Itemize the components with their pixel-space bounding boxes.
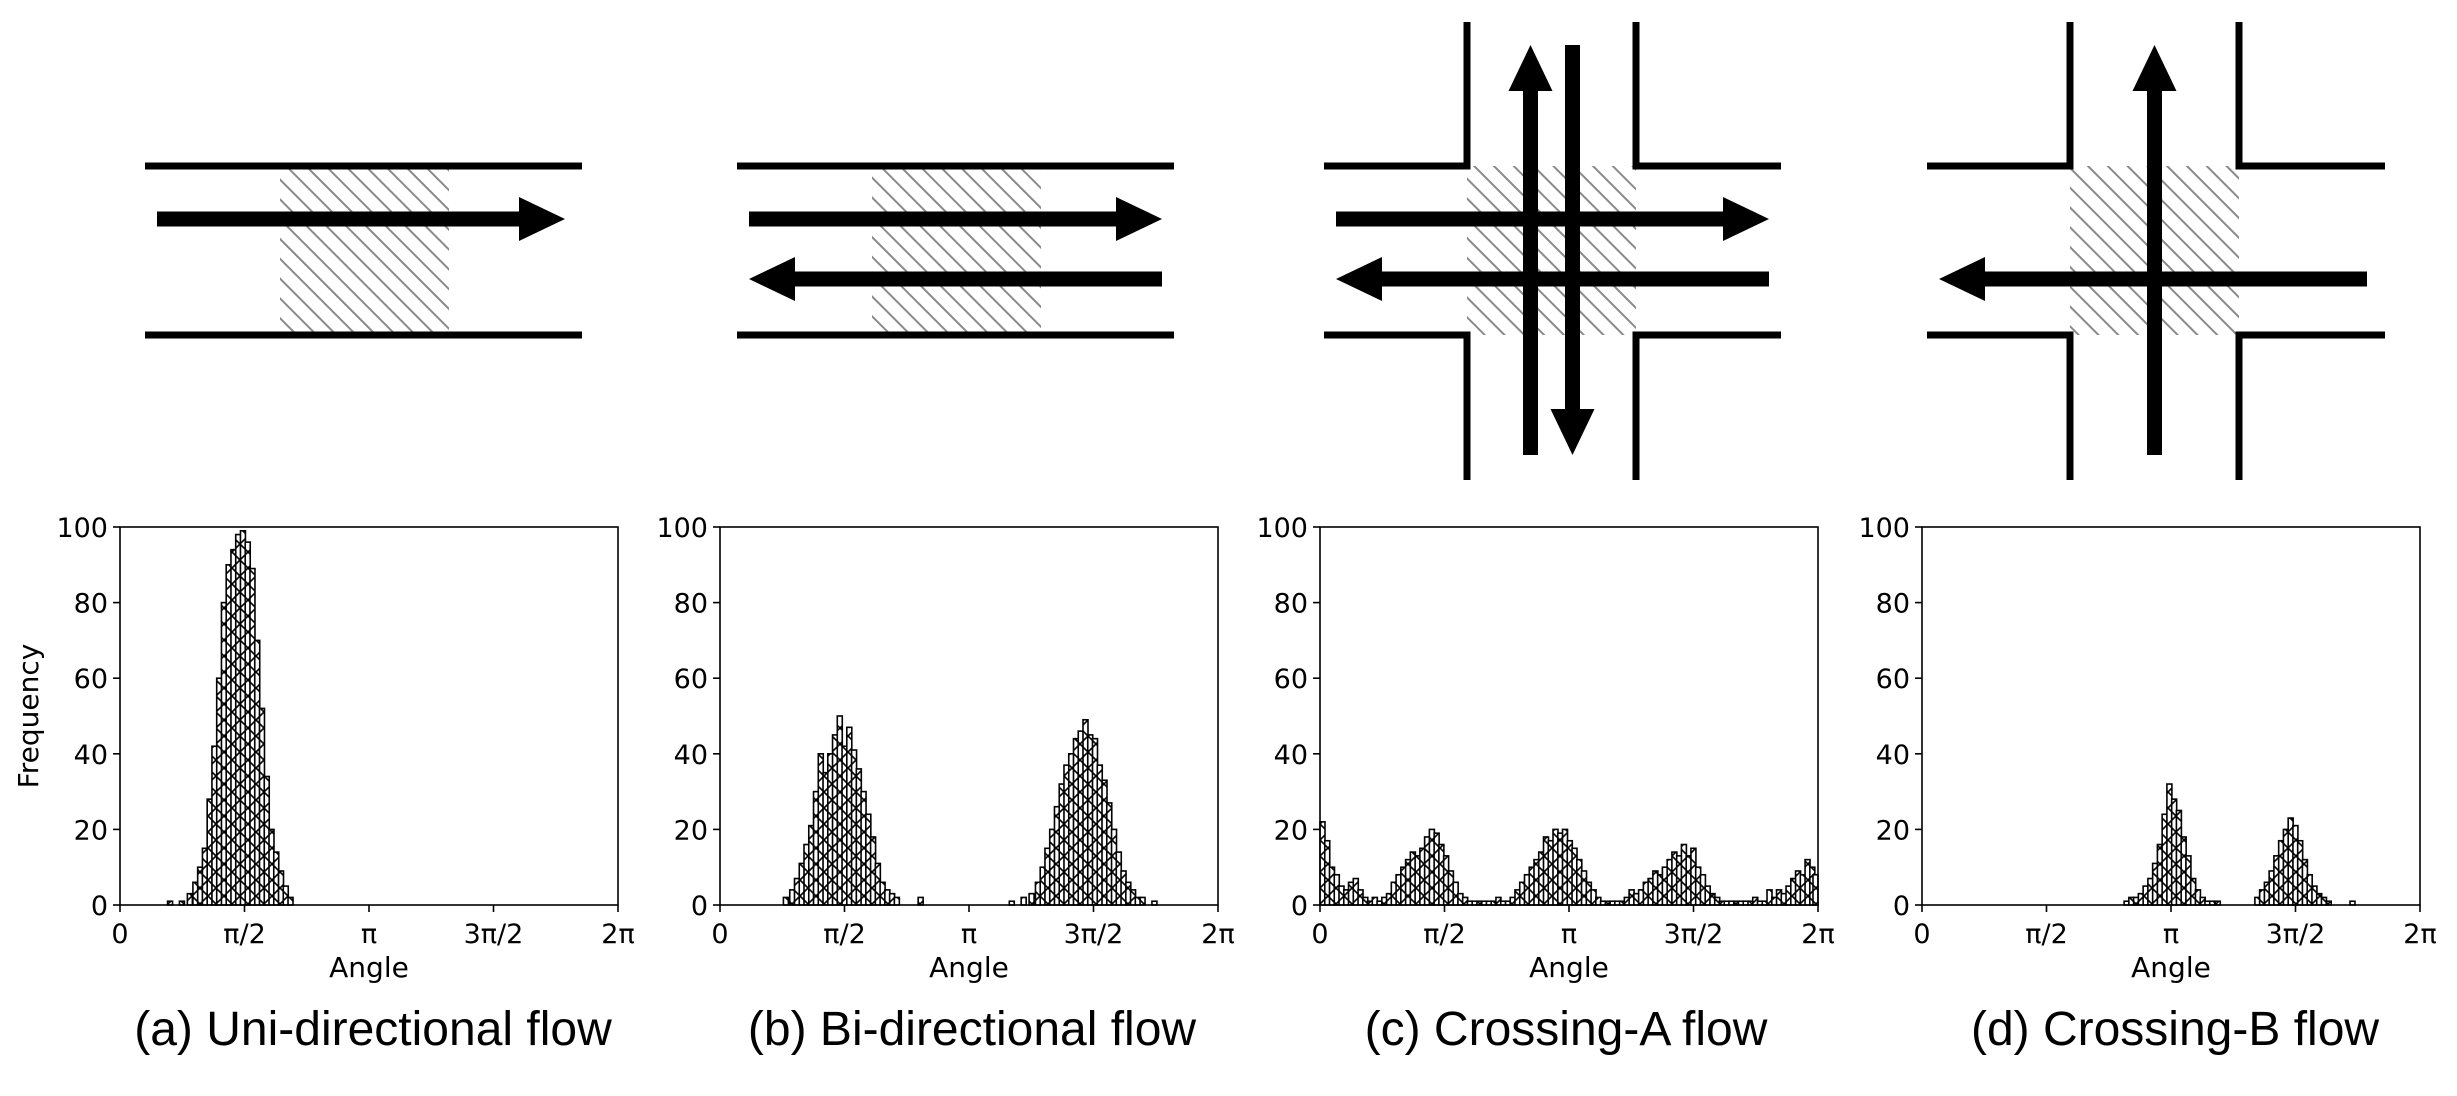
x-axis-label: Angle (329, 951, 409, 984)
x-axis-label: Angle (929, 951, 1009, 984)
x-tick-label: 2π (1801, 919, 1834, 950)
arrow-left-head (749, 257, 795, 301)
y-tick-label: 60 (1876, 664, 1910, 695)
diagrams-layer (145, 22, 2385, 480)
y-tick-label: 0 (91, 891, 108, 922)
y-tick-label: 40 (674, 740, 708, 771)
arrow-down-head (1550, 409, 1595, 455)
x-tick-label: π/2 (223, 919, 266, 950)
measurement-area (280, 166, 449, 335)
x-tick-label: 0 (1913, 919, 1930, 950)
y-tick-label: 100 (56, 513, 108, 544)
y-tick-label: 80 (674, 589, 708, 620)
captions-layer: (a) Uni-directional flow (b) Bi-direction… (134, 1003, 2379, 1056)
histogram-bars (2123, 783, 2356, 906)
x-tick-label: 3π/2 (2266, 919, 2326, 950)
histogram-4: 0 π/2 π 3π/2 2π 0 20 40 60 80 100 Angle (1858, 513, 2436, 984)
arrow-right-head (519, 197, 565, 241)
arrow-left-head (1939, 257, 1985, 301)
x-tick-label: 0 (1311, 919, 1328, 950)
charts-layer: 0 π/2 π 3π/2 2π 0 20 40 60 80 100 Angle Frequency 0 π/… (12, 513, 2437, 984)
x-tick-label: π (1561, 919, 1577, 950)
y-tick-label: 20 (74, 815, 108, 846)
histogram-bars (166, 529, 294, 906)
flow-diagram-4 (1927, 22, 2385, 480)
histogram-bar (893, 896, 901, 906)
histogram-bar (186, 892, 194, 906)
wall-top-left (1927, 22, 2074, 170)
histogram-bar (1028, 892, 1035, 906)
x-tick-label: 2π (1201, 919, 1234, 950)
axes-frame (719, 526, 1219, 906)
histogram-1: 0 π/2 π 3π/2 2π 0 20 40 60 80 100 Angle Frequency (12, 513, 635, 984)
histogram-bar (287, 896, 294, 906)
measurement-area (1467, 166, 1636, 335)
arrow-up-head (1508, 45, 1553, 91)
arrow-right-head (1723, 197, 1769, 241)
y-tick-label: 0 (1291, 891, 1308, 922)
x-tick-label: 2π (2403, 919, 2436, 950)
y-tick-label: 40 (1274, 740, 1308, 771)
x-axis-label: Angle (2131, 951, 2211, 984)
x-tick-label: 0 (111, 919, 128, 950)
y-tick-label: 80 (74, 589, 108, 620)
measurement-area (872, 166, 1041, 335)
histogram-bars (782, 715, 1158, 906)
x-tick-label: π/2 (1423, 919, 1466, 950)
x-axis-label: Angle (1529, 951, 1609, 984)
histogram-bar (1020, 896, 1027, 906)
flow-diagram-3 (1324, 22, 1781, 480)
x-tick-label: π/2 (823, 919, 866, 950)
histogram-bar (917, 896, 924, 906)
subfigure-caption: (a) Uni-directional flow (134, 1003, 612, 1056)
y-tick-label: 60 (674, 664, 708, 695)
wall-bottom-right (2235, 331, 2385, 480)
wall-top-right (1632, 22, 1781, 170)
histogram-3: 0 π/2 π 3π/2 2π 0 20 40 60 80 100 Angle (1256, 513, 1834, 984)
subfigure-caption: (b) Bi-directional flow (748, 1003, 1196, 1056)
y-tick-label: 100 (1256, 513, 1308, 544)
wall-top-left (1324, 22, 1471, 170)
arrow-right-head (1116, 197, 1162, 241)
y-tick-label: 80 (1274, 589, 1308, 620)
x-tick-label: π/2 (2025, 919, 2068, 950)
flow-diagram-2 (737, 162, 1174, 339)
histogram-bar (782, 896, 790, 906)
y-tick-label: 60 (1274, 664, 1308, 695)
y-tick-label: 40 (1876, 740, 1910, 771)
wall-bottom-left (1927, 331, 2074, 480)
y-tick-label: 80 (1876, 589, 1910, 620)
y-tick-label: 20 (1274, 815, 1308, 846)
y-tick-label: 40 (74, 740, 108, 771)
histogram-bar (1139, 896, 1146, 906)
y-tick-label: 100 (656, 513, 708, 544)
histogram-2: 0 π/2 π 3π/2 2π 0 20 40 60 80 100 Angle (656, 513, 1234, 984)
x-tick-label: π (361, 919, 377, 950)
wall-top-right (2235, 22, 2385, 170)
subfigure-caption: (d) Crossing-B flow (1971, 1003, 2379, 1056)
x-tick-label: 2π (601, 919, 634, 950)
y-tick-label: 100 (1858, 513, 1910, 544)
y-axis-label: Frequency (12, 644, 45, 789)
subfigure-caption: (c) Crossing-A flow (1365, 1003, 1768, 1056)
x-tick-label: 3π/2 (1664, 919, 1724, 950)
x-tick-label: π (2163, 919, 2179, 950)
wall-bottom-right (1632, 331, 1781, 480)
x-tick-label: 0 (711, 919, 728, 950)
x-tick-label: 3π/2 (464, 919, 524, 950)
arrow-up-head (2132, 45, 2177, 91)
flow-diagram-1 (145, 162, 582, 339)
x-tick-label: π (961, 919, 977, 950)
axes-frame (119, 526, 619, 906)
wall-bottom-left (1324, 331, 1471, 480)
arrow-left-head (1336, 257, 1382, 301)
histogram-bars (1319, 821, 1819, 906)
y-tick-label: 0 (1893, 891, 1910, 922)
x-tick-label: 3π/2 (1064, 919, 1124, 950)
y-tick-label: 0 (691, 891, 708, 922)
y-tick-label: 60 (74, 664, 108, 695)
y-tick-label: 20 (674, 815, 708, 846)
y-tick-label: 20 (1876, 815, 1910, 846)
